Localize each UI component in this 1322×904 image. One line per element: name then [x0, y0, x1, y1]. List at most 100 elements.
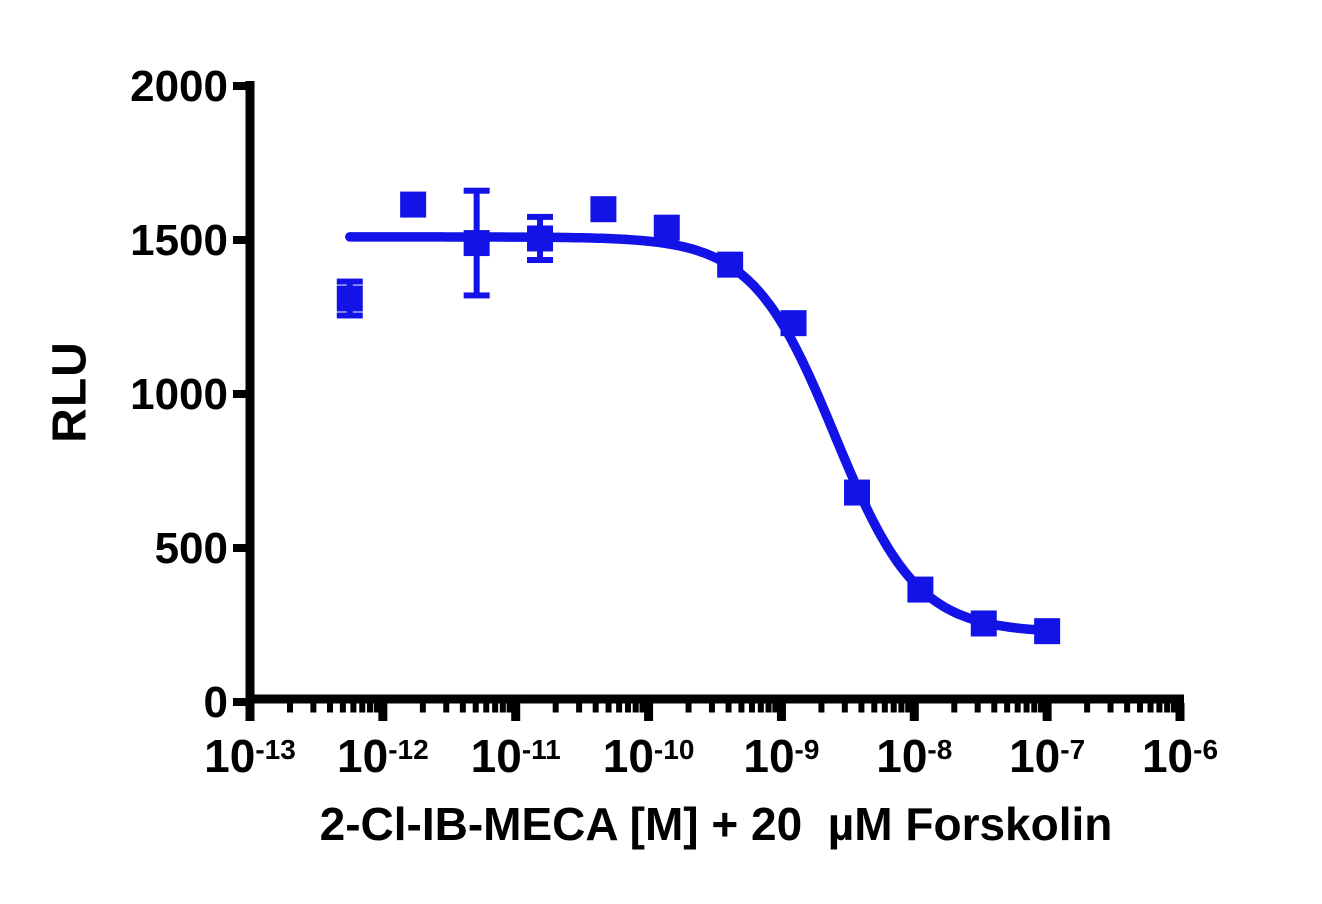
x-minor-tick: [905, 703, 912, 713]
fit-curve: [345, 232, 1051, 636]
x-minor-tick: [818, 703, 825, 713]
x-minor-tick: [499, 703, 506, 713]
x-tick-label: 10-10: [603, 730, 695, 782]
x-tick-label: 10-11: [471, 730, 561, 782]
x-tick-label: 10-8: [876, 730, 952, 782]
x-minor-tick: [506, 703, 513, 713]
x-minor-tick: [443, 703, 450, 713]
x-minor-tick: [1170, 703, 1177, 713]
x-minor-tick: [1004, 703, 1011, 713]
y-tick-label: 500: [155, 524, 228, 573]
error-bar-cap: [463, 187, 490, 194]
data-point: [780, 310, 807, 337]
x-minor-tick: [359, 703, 366, 713]
x-minor-tick: [310, 703, 317, 713]
y-tick: [233, 698, 250, 706]
x-minor-tick: [898, 703, 905, 713]
x-tick-label: 10-9: [743, 730, 819, 782]
x-minor-tick: [350, 703, 357, 713]
x-axis-title: 2-Cl-IB-MECA [M] + 20 µM Forskolin: [319, 798, 1113, 850]
data-point: [907, 576, 934, 603]
x-minor-tick: [459, 703, 466, 713]
data-point: [653, 214, 680, 241]
x-axis-line: [245, 694, 1184, 704]
data-point: [463, 230, 490, 257]
axes: [245, 81, 1184, 707]
x-minor-tick: [757, 703, 764, 713]
x-minor-tick: [748, 703, 755, 713]
error-bar-cap: [527, 213, 554, 220]
x-minor-tick: [991, 703, 998, 713]
x-minor-tick: [772, 703, 779, 713]
x-major-tick: [1175, 703, 1185, 721]
x-minor-tick: [951, 703, 958, 713]
data-point: [1034, 618, 1061, 645]
x-minor-tick: [492, 703, 499, 713]
x-minor-tick: [765, 703, 772, 713]
x-minor-tick: [616, 703, 623, 713]
y-tick-label: 2000: [130, 62, 228, 111]
x-major-tick: [776, 703, 786, 721]
data-series: [336, 187, 1061, 645]
y-tick: [233, 390, 250, 398]
y-tick: [233, 544, 250, 552]
x-minor-tick: [1031, 703, 1038, 713]
x-minor-tick: [1038, 703, 1045, 713]
x-major-tick: [644, 703, 654, 721]
x-minor-tick: [725, 703, 732, 713]
x-axis-ticks: 10-13 10-12 10-11 10-10 10-9 10-8 10-7 10-6: [204, 703, 1218, 782]
data-point: [717, 251, 744, 278]
error-bar-cap: [527, 257, 554, 264]
y-axis-label: RLU: [43, 341, 97, 443]
x-minor-tick: [858, 703, 865, 713]
error-bar-cap: [463, 292, 490, 299]
x-major-tick: [378, 703, 388, 721]
x-minor-tick: [890, 703, 897, 713]
x-minor-tick: [1156, 703, 1163, 713]
data-point: [400, 191, 427, 218]
x-minor-tick: [632, 703, 639, 713]
y-tick-label: 0: [204, 678, 228, 727]
y-tick: [233, 82, 250, 90]
x-tick-label: 10-6: [1142, 730, 1218, 782]
x-minor-tick: [592, 703, 599, 713]
data-point: [590, 196, 617, 223]
x-minor-tick: [1014, 703, 1021, 713]
y-tick-label: 1000: [130, 370, 228, 419]
x-minor-tick: [326, 703, 333, 713]
x-minor-tick: [974, 703, 981, 713]
x-minor-tick: [1164, 703, 1171, 713]
x-minor-tick: [1137, 703, 1144, 713]
x-minor-tick: [373, 703, 380, 713]
x-minor-tick: [841, 703, 848, 713]
x-minor-tick: [738, 703, 745, 713]
x-minor-tick: [483, 703, 490, 713]
error-bar-cap: [336, 278, 363, 285]
x-major-tick: [245, 703, 255, 721]
x-tick-label: 10-7: [1009, 730, 1085, 782]
x-minor-tick: [685, 703, 692, 713]
y-tick-label: 1500: [130, 216, 228, 265]
x-minor-tick: [624, 703, 631, 713]
x-minor-tick: [366, 703, 373, 713]
x-minor-tick: [1147, 703, 1154, 713]
x-minor-tick: [552, 703, 559, 713]
x-minor-tick: [1023, 703, 1030, 713]
x-major-tick: [511, 703, 521, 721]
data-point: [336, 285, 363, 312]
x-tick-label: 10-13: [204, 730, 296, 782]
x-minor-tick: [1107, 703, 1114, 713]
x-minor-tick: [576, 703, 583, 713]
x-minor-tick: [881, 703, 888, 713]
data-point: [970, 610, 997, 637]
x-minor-tick: [339, 703, 346, 713]
data-point: [844, 479, 871, 506]
x-minor-tick: [605, 703, 612, 713]
x-minor-tick: [1084, 703, 1091, 713]
x-tick-label: 10-12: [337, 730, 429, 782]
y-axis-ticks: 2000 1500 1000 500 0: [130, 62, 250, 727]
x-minor-tick: [1124, 703, 1131, 713]
x-minor-tick: [419, 703, 426, 713]
